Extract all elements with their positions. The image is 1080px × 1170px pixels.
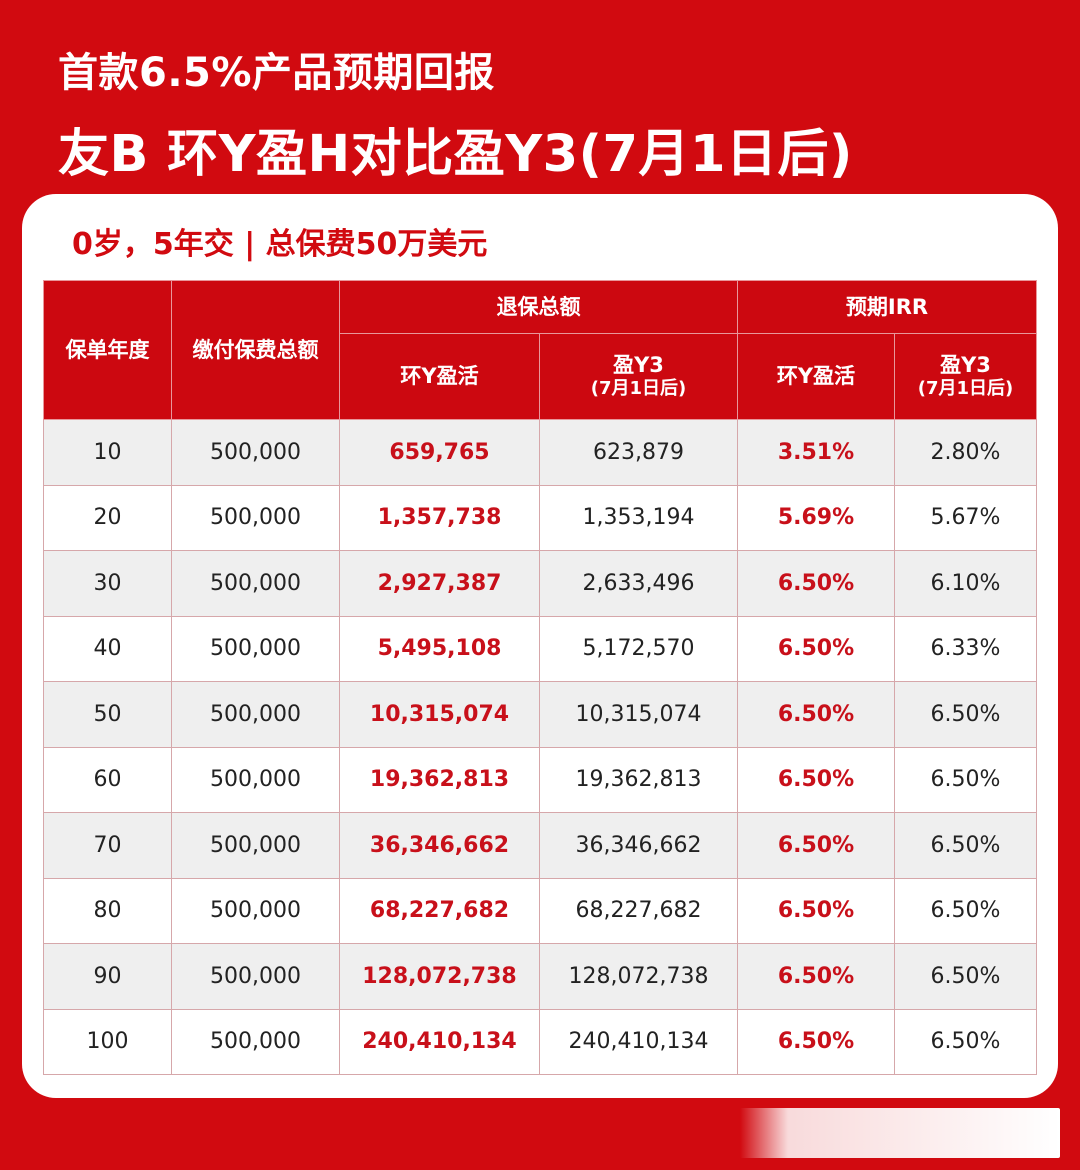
- page-title: 首款6.5%产品预期回报: [58, 50, 495, 96]
- cell-surrender-huan-y: 68,227,682: [339, 877, 540, 944]
- cell-irr-ying-y3: 6.50%: [894, 681, 1037, 748]
- cell-premium: 500,000: [171, 746, 340, 813]
- cell-surrender-huan-y: 10,315,074: [339, 681, 540, 748]
- cell-surrender-huan-y: 1,357,738: [339, 484, 540, 551]
- header-irr-huan-y: 环Y盈活: [737, 333, 895, 420]
- cell-irr-huan-y: 6.50%: [737, 812, 895, 879]
- cell-irr-ying-y3: 6.10%: [894, 550, 1037, 617]
- comparison-card: 0岁，5年交 | 总保费50万美元 保单年度 缴付保费总额 退保总额 预期IRR…: [22, 194, 1058, 1098]
- cell-premium: 500,000: [171, 681, 340, 748]
- cell-irr-ying-y3: 6.33%: [894, 615, 1037, 682]
- cell-premium: 500,000: [171, 615, 340, 682]
- cell-irr-huan-y: 6.50%: [737, 877, 895, 944]
- table-row: 50 500,000 10,315,074 10,315,074 6.50% 6…: [43, 681, 1037, 748]
- cell-surrender-huan-y: 240,410,134: [339, 1008, 540, 1075]
- cell-surrender-ying-y3: 19,362,813: [539, 746, 738, 813]
- header-irr-ying-y3: 盈Y3 (7月1日后): [894, 333, 1037, 420]
- header-surrender-total: 退保总额: [339, 280, 738, 334]
- cell-year: 10: [43, 419, 172, 486]
- header-note: (7月1日后): [590, 378, 687, 400]
- cell-year: 60: [43, 746, 172, 813]
- cell-irr-ying-y3: 5.67%: [894, 484, 1037, 551]
- cell-surrender-ying-y3: 36,346,662: [539, 812, 738, 879]
- header-label: 环Y盈活: [776, 364, 856, 389]
- cell-premium: 500,000: [171, 812, 340, 879]
- cell-surrender-ying-y3: 2,633,496: [539, 550, 738, 617]
- header-total-premium: 缴付保费总额: [171, 280, 340, 420]
- header-note: (7月1日后): [917, 378, 1014, 400]
- table-row: 20 500,000 1,357,738 1,353,194 5.69% 5.6…: [43, 484, 1037, 551]
- cell-irr-ying-y3: 2.80%: [894, 419, 1037, 486]
- cell-year: 30: [43, 550, 172, 617]
- cell-year: 70: [43, 812, 172, 879]
- cell-irr-ying-y3: 6.50%: [894, 1008, 1037, 1075]
- cell-surrender-ying-y3: 240,410,134: [539, 1008, 738, 1075]
- cell-surrender-ying-y3: 10,315,074: [539, 681, 738, 748]
- cell-premium: 500,000: [171, 1008, 340, 1075]
- cell-irr-ying-y3: 6.50%: [894, 746, 1037, 813]
- cell-surrender-ying-y3: 68,227,682: [539, 877, 738, 944]
- cell-irr-ying-y3: 6.50%: [894, 943, 1037, 1010]
- table-row: 100 500,000 240,410,134 240,410,134 6.50…: [43, 1008, 1037, 1075]
- cell-irr-huan-y: 6.50%: [737, 681, 895, 748]
- cell-irr-ying-y3: 6.50%: [894, 812, 1037, 879]
- cell-surrender-huan-y: 19,362,813: [339, 746, 540, 813]
- cell-year: 40: [43, 615, 172, 682]
- cell-irr-ying-y3: 6.50%: [894, 877, 1037, 944]
- header-policy-year: 保单年度: [43, 280, 172, 420]
- cell-surrender-huan-y: 2,927,387: [339, 550, 540, 617]
- cell-year: 20: [43, 484, 172, 551]
- cell-surrender-huan-y: 659,765: [339, 419, 540, 486]
- table-row: 70 500,000 36,346,662 36,346,662 6.50% 6…: [43, 812, 1037, 879]
- header-label: 盈Y3: [940, 353, 991, 378]
- table-row: 30 500,000 2,927,387 2,633,496 6.50% 6.1…: [43, 550, 1037, 617]
- cell-irr-huan-y: 6.50%: [737, 1008, 895, 1075]
- cell-premium: 500,000: [171, 550, 340, 617]
- cell-irr-huan-y: 3.51%: [737, 419, 895, 486]
- cell-premium: 500,000: [171, 943, 340, 1010]
- page-heading: 友B 环Y盈H对比盈Y3(7月1日后): [58, 125, 853, 184]
- table-row: 10 500,000 659,765 623,879 3.51% 2.80%: [43, 419, 1037, 486]
- cell-irr-huan-y: 6.50%: [737, 615, 895, 682]
- table-row: 60 500,000 19,362,813 19,362,813 6.50% 6…: [43, 746, 1037, 813]
- cell-irr-huan-y: 5.69%: [737, 484, 895, 551]
- header-surrender-ying-y3: 盈Y3 (7月1日后): [539, 333, 738, 420]
- cell-surrender-huan-y: 36,346,662: [339, 812, 540, 879]
- cell-surrender-huan-y: 128,072,738: [339, 943, 540, 1010]
- cell-premium: 500,000: [171, 419, 340, 486]
- cell-surrender-ying-y3: 5,172,570: [539, 615, 738, 682]
- cell-surrender-ying-y3: 623,879: [539, 419, 738, 486]
- cell-surrender-ying-y3: 1,353,194: [539, 484, 738, 551]
- header-label: 盈Y3: [613, 353, 664, 378]
- cell-year: 90: [43, 943, 172, 1010]
- card-subtitle: 0岁，5年交 | 总保费50万美元: [72, 227, 488, 262]
- table-row: 40 500,000 5,495,108 5,172,570 6.50% 6.3…: [43, 615, 1037, 682]
- cell-year: 100: [43, 1008, 172, 1075]
- header-surrender-huan-y: 环Y盈活: [339, 333, 540, 420]
- cell-year: 50: [43, 681, 172, 748]
- cell-premium: 500,000: [171, 484, 340, 551]
- header-label: 环Y盈活: [400, 364, 479, 389]
- header-expected-irr: 预期IRR: [737, 280, 1037, 334]
- cell-premium: 500,000: [171, 877, 340, 944]
- table-row: 90 500,000 128,072,738 128,072,738 6.50%…: [43, 943, 1037, 1010]
- cell-irr-huan-y: 6.50%: [737, 943, 895, 1010]
- table-row: 80 500,000 68,227,682 68,227,682 6.50% 6…: [43, 877, 1037, 944]
- cell-irr-huan-y: 6.50%: [737, 550, 895, 617]
- cell-irr-huan-y: 6.50%: [737, 746, 895, 813]
- cell-year: 80: [43, 877, 172, 944]
- cell-surrender-huan-y: 5,495,108: [339, 615, 540, 682]
- footer-decoration: [740, 1108, 1060, 1158]
- comparison-table: 保单年度 缴付保费总额 退保总额 预期IRR 环Y盈活 盈Y3 (7月1日后) …: [43, 280, 1037, 1075]
- cell-surrender-ying-y3: 128,072,738: [539, 943, 738, 1010]
